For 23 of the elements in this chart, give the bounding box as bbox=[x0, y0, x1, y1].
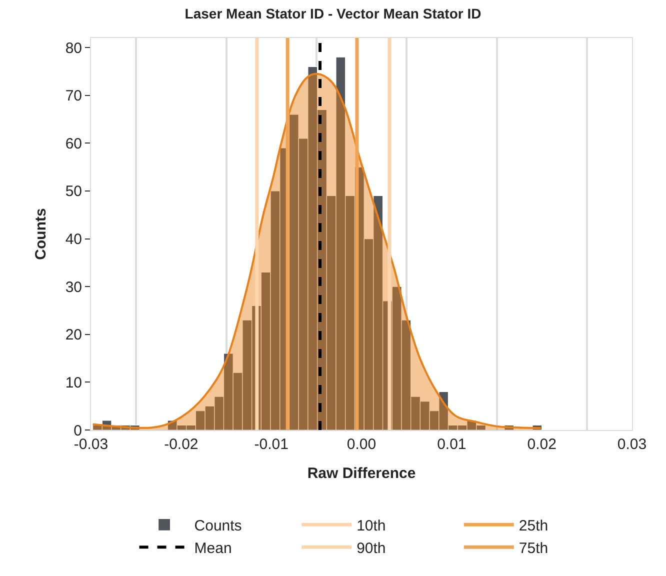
legend-label: 10th bbox=[356, 518, 386, 534]
x-tick-label: 0.01 bbox=[437, 436, 466, 453]
x-tick-label: 0.02 bbox=[527, 436, 556, 453]
y-tick-label: 80 bbox=[65, 40, 82, 57]
legend-label: Mean bbox=[194, 540, 232, 557]
y-tick-label: 40 bbox=[65, 231, 82, 248]
y-tick-label: 20 bbox=[65, 326, 82, 344]
y-tick-label: 50 bbox=[65, 183, 82, 200]
x-axis-title: Raw Difference bbox=[307, 465, 416, 482]
y-tick-label: 60 bbox=[65, 135, 82, 152]
legend-label: Counts bbox=[194, 518, 242, 534]
y-axis-title: Counts bbox=[32, 208, 50, 260]
x-tick-label: 0.03 bbox=[617, 436, 647, 453]
x-tick-label: 0.00 bbox=[346, 436, 376, 453]
y-tick-label: 70 bbox=[65, 88, 82, 105]
chart-title: Laser Mean Stator ID - Vector Mean Stator ID bbox=[184, 5, 482, 22]
y-tick-label: 30 bbox=[65, 278, 82, 296]
legend-label: 25th bbox=[518, 518, 548, 534]
x-tick-label: -0.02 bbox=[164, 436, 198, 453]
legend-label: 90th bbox=[356, 540, 386, 557]
x-tick-label: -0.01 bbox=[254, 436, 288, 453]
y-tick-label: 10 bbox=[65, 374, 82, 392]
legend-label: 75th bbox=[518, 540, 548, 557]
